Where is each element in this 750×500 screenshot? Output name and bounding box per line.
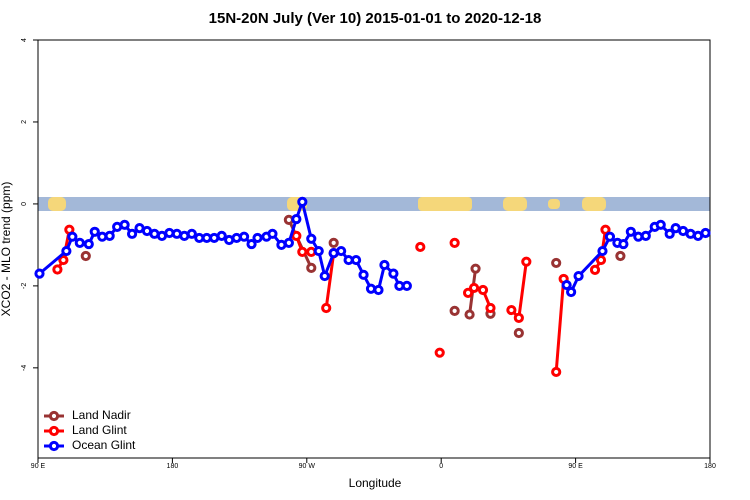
point (561, 279, 572, 291)
point (306, 233, 317, 244)
point (306, 262, 317, 273)
point (449, 305, 460, 316)
x-tick-label: 180 (704, 463, 716, 470)
point (74, 237, 85, 248)
point (640, 230, 651, 241)
land-patch (548, 199, 560, 209)
point (321, 302, 332, 314)
point (655, 219, 666, 230)
point (291, 230, 302, 241)
point (449, 237, 460, 248)
point (464, 309, 475, 320)
plot-frame (37, 39, 711, 459)
point (319, 270, 330, 282)
land-patch (418, 197, 472, 211)
point (297, 246, 308, 257)
point (595, 254, 607, 266)
series-line (289, 220, 621, 315)
y-tick-label: -4 (21, 365, 28, 371)
legend-marker (48, 440, 60, 452)
point (477, 284, 489, 296)
point (462, 287, 474, 298)
point (80, 250, 91, 262)
point (551, 257, 562, 269)
point (297, 196, 308, 207)
point (119, 219, 130, 230)
y-tick-label: 4 (21, 38, 28, 42)
point (58, 254, 69, 266)
point (468, 282, 480, 294)
point (485, 302, 496, 314)
point (589, 264, 601, 275)
point (373, 284, 384, 296)
point (551, 366, 562, 378)
land-mask (38, 197, 710, 211)
point (336, 245, 347, 257)
legend-label: Land Glint (72, 423, 127, 437)
point (600, 224, 611, 235)
point (566, 286, 577, 298)
ocean-strip (38, 197, 710, 211)
point (350, 254, 362, 266)
point (573, 270, 584, 282)
point (506, 304, 517, 316)
point (52, 264, 63, 275)
legend-label: Ocean Glint (72, 438, 136, 452)
point (513, 327, 524, 339)
point (470, 263, 481, 274)
point (67, 231, 78, 242)
point (700, 227, 711, 239)
point (664, 228, 675, 239)
land-patch (48, 197, 66, 211)
point (61, 245, 72, 257)
x-tick-label: 0 (439, 463, 443, 470)
chart-title: 15N-20N July (Ver 10) 2015-01-01 to 2020… (209, 10, 542, 27)
x-tick-label: 90 E (568, 463, 583, 470)
point (513, 312, 524, 323)
point (328, 237, 339, 248)
land-patch (582, 197, 606, 211)
point (283, 237, 294, 248)
point (388, 268, 399, 279)
y-axis-label: XCO2 - MLO trend (ppm) (0, 182, 13, 317)
y-tick-label: -2 (21, 283, 28, 289)
point (126, 228, 138, 239)
point (267, 228, 278, 239)
point (434, 347, 445, 358)
point (358, 269, 369, 280)
point (238, 231, 250, 242)
point (83, 238, 94, 250)
point (597, 245, 608, 257)
point (104, 230, 115, 241)
legend-label: Land Nadir (72, 408, 131, 422)
y-tick-label: 2 (21, 120, 28, 124)
x-tick-label: 180 (167, 463, 179, 470)
point (401, 280, 412, 291)
point (604, 231, 616, 242)
point (415, 241, 426, 253)
y-tick-label: 0 (21, 202, 28, 206)
x-tick-label: 90 W (299, 463, 316, 470)
point (246, 238, 257, 250)
point (34, 268, 45, 279)
series-line (38, 196, 707, 296)
point (89, 226, 100, 237)
point (252, 232, 263, 244)
point (615, 250, 626, 262)
legend-marker (48, 410, 60, 422)
point (291, 213, 302, 225)
point (618, 238, 629, 250)
point (313, 245, 324, 257)
point (216, 230, 227, 241)
point (625, 226, 636, 237)
x-axis-label: Longitude (349, 476, 402, 490)
x-tick-label: 90 E (31, 463, 46, 470)
land-patch (503, 197, 527, 211)
point (379, 259, 390, 271)
legend-marker (48, 425, 60, 437)
point (521, 256, 532, 267)
point (186, 228, 197, 239)
